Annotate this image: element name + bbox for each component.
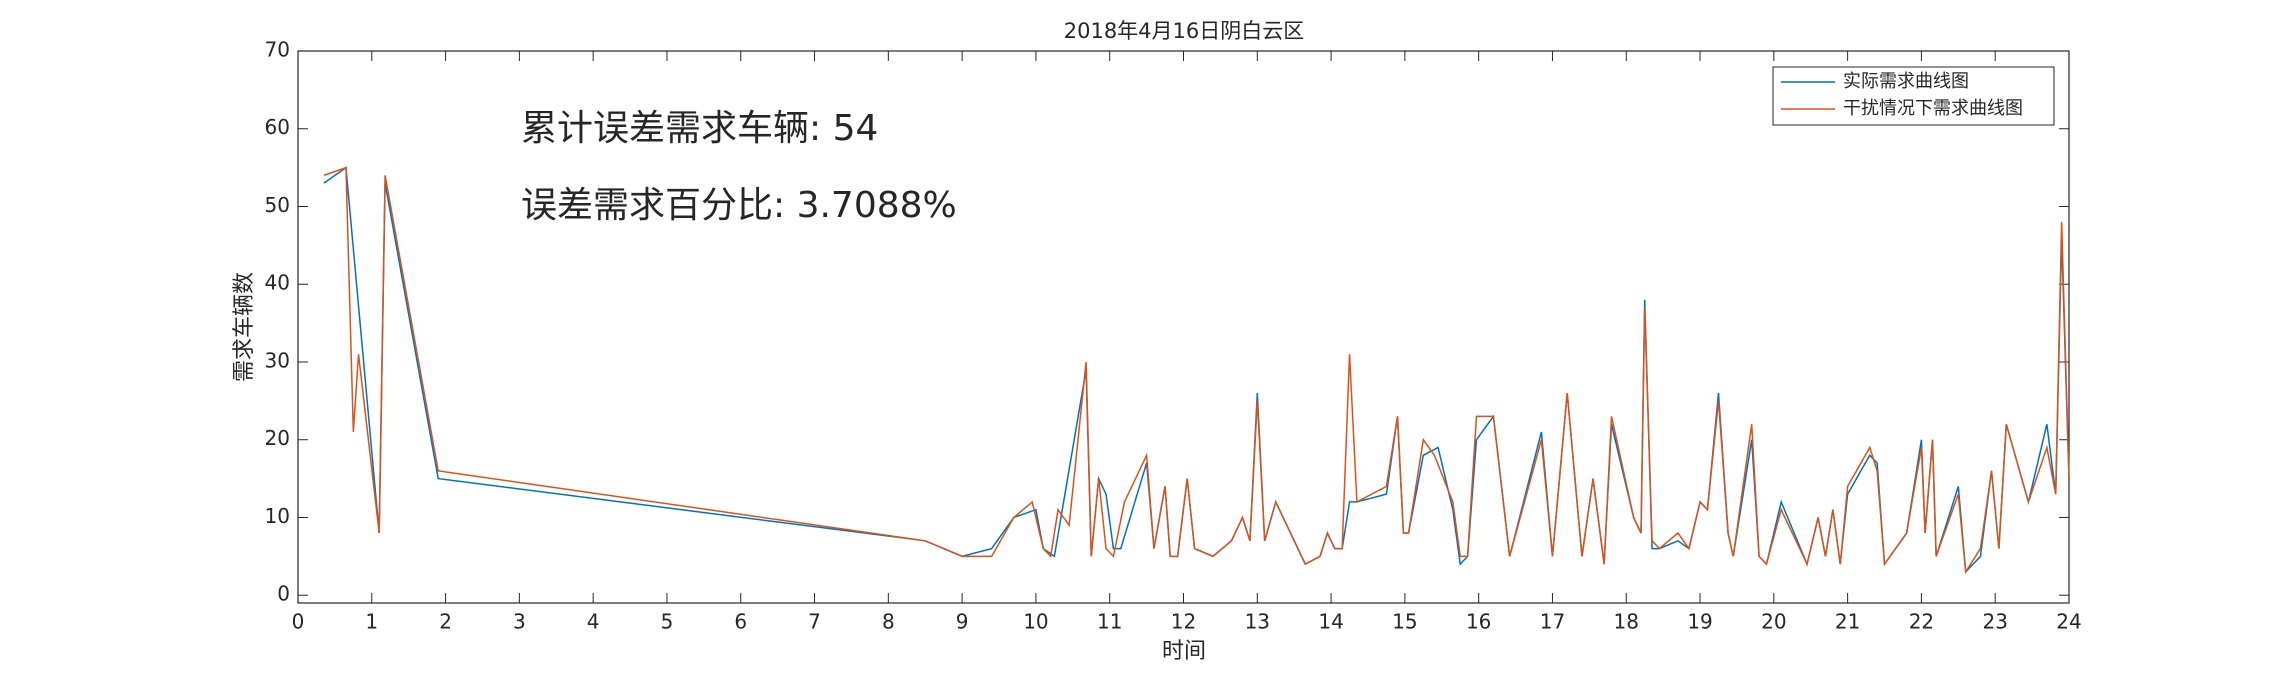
annotation: 累计误差需求车辆: 54 bbox=[521, 108, 878, 149]
x-tick-label: 16 bbox=[1466, 610, 1491, 634]
x-tick-label: 9 bbox=[956, 610, 969, 634]
y-tick-label: 10 bbox=[265, 504, 290, 528]
x-tick-label: 2 bbox=[439, 610, 452, 634]
annotation: 误差需求百分比: 3.7088% bbox=[521, 185, 957, 226]
chart-title: 2018年4月16日阴白云区 bbox=[1064, 19, 1305, 43]
data-line bbox=[323, 166, 2070, 575]
legend-box bbox=[1772, 66, 2055, 126]
x-tick-label: 13 bbox=[1245, 610, 1270, 634]
x-tick-label: 5 bbox=[661, 610, 674, 634]
x-tick-label: 21 bbox=[1835, 610, 1860, 634]
y-tick-label: 50 bbox=[265, 193, 290, 217]
y-tick-label: 70 bbox=[265, 38, 290, 62]
x-tick-label: 19 bbox=[1687, 610, 1712, 634]
x-tick-label: 7 bbox=[808, 610, 821, 634]
y-tick-label: 0 bbox=[277, 582, 290, 606]
y-tick-label: 30 bbox=[265, 348, 290, 372]
y-tick-label: 20 bbox=[265, 426, 290, 450]
x-tick-label: 17 bbox=[1540, 610, 1565, 634]
legend-label: 实际需求曲线图 bbox=[1843, 71, 1969, 92]
x-tick-label: 1 bbox=[365, 610, 378, 634]
x-tick-label: 14 bbox=[1318, 610, 1343, 634]
x-tick-label: 18 bbox=[1614, 610, 1639, 634]
x-tick-label: 6 bbox=[734, 610, 747, 634]
y-tick-label: 40 bbox=[265, 271, 290, 295]
x-tick-label: 10 bbox=[1023, 610, 1048, 634]
x-tick-label: 20 bbox=[1761, 610, 1786, 634]
x-axis-label: 时间 bbox=[1162, 639, 1206, 664]
x-tick-label: 0 bbox=[292, 610, 305, 634]
x-tick-label: 8 bbox=[882, 610, 895, 634]
y-axis-label: 需求车辆数 bbox=[232, 272, 257, 382]
x-tick-label: 4 bbox=[587, 610, 600, 634]
x-tick-label: 12 bbox=[1171, 610, 1196, 634]
x-tick-label: 23 bbox=[1982, 610, 2007, 634]
x-tick-label: 15 bbox=[1392, 610, 1417, 634]
x-tick-label: 24 bbox=[2056, 610, 2081, 634]
y-tick-label: 60 bbox=[265, 115, 290, 139]
x-tick-label: 3 bbox=[513, 610, 526, 634]
x-tick-label: 22 bbox=[1909, 610, 1934, 634]
legend-label: 干扰情况下需求曲线图 bbox=[1843, 98, 2023, 119]
x-tick-label: 11 bbox=[1097, 610, 1122, 634]
